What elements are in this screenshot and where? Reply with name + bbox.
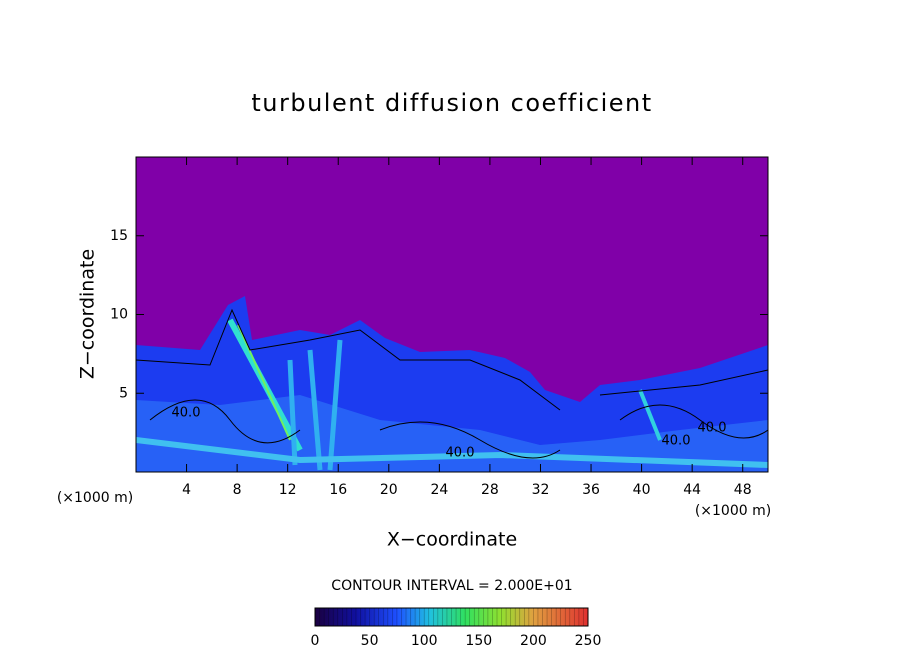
x-unit: (×1000 m) [695, 503, 771, 519]
colorbar-tick-label: 50 [361, 633, 379, 649]
y-axis-label: Z−coordinate [77, 249, 99, 379]
x-tick-label: 40 [633, 482, 651, 498]
x-axis-label: X−coordinate [387, 529, 517, 551]
y-unit: (×1000 m) [57, 490, 133, 506]
contour-label: 40.0 [662, 434, 691, 449]
chart-title: turbulent diffusion coefficient [251, 89, 652, 117]
contour-label: 40.0 [446, 446, 475, 461]
colorbar-tick-label: 100 [411, 633, 438, 649]
x-tick-label: 20 [380, 482, 398, 498]
contour-label: 40.0 [172, 406, 201, 421]
x-tick-label: 8 [233, 482, 242, 498]
x-tick-label: 24 [430, 482, 448, 498]
colorbar-tick-label: 0 [311, 633, 320, 649]
x-tick-label: 12 [279, 482, 297, 498]
colorbar [314, 607, 589, 627]
x-tick-label: 28 [481, 482, 499, 498]
x-tick-label: 44 [683, 482, 701, 498]
y-tick-label: 10 [110, 307, 128, 323]
x-tick-label: 32 [532, 482, 550, 498]
x-tick-label: 4 [182, 482, 191, 498]
colorbar-tick-label: 150 [465, 633, 492, 649]
field [136, 157, 768, 472]
x-tick-label: 16 [329, 482, 347, 498]
y-tick-label: 5 [119, 385, 128, 401]
colorbar-tick-label: 250 [575, 633, 602, 649]
y-tick-label: 15 [110, 228, 128, 244]
contour-label: 40.0 [698, 421, 727, 436]
contour-interval: CONTOUR INTERVAL = 2.000E+01 [331, 578, 572, 594]
x-tick-label: 36 [582, 482, 600, 498]
x-tick-label: 48 [734, 482, 752, 498]
colorbar-tick-label: 200 [520, 633, 547, 649]
